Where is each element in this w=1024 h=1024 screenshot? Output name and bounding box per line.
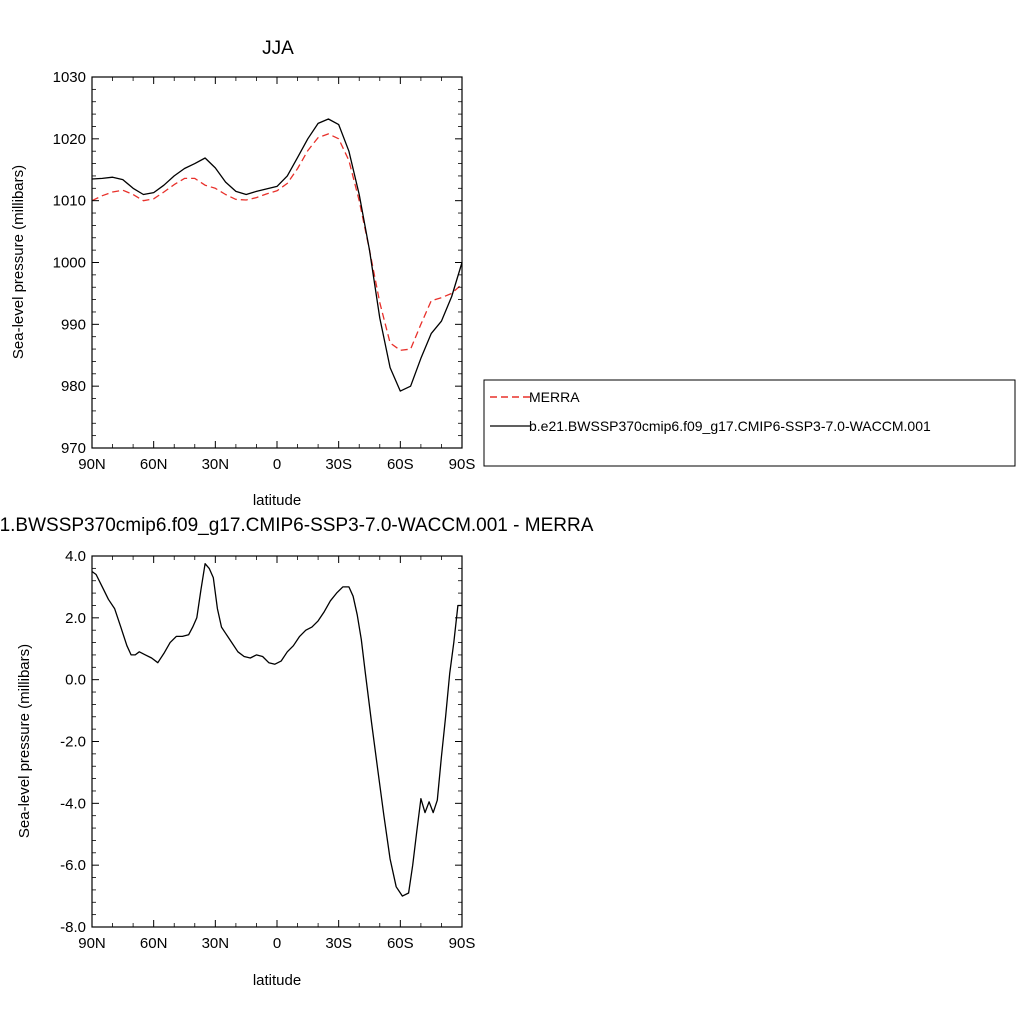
top-y-tick-label: 1000 <box>53 255 86 272</box>
bottom-chart-title: b.e21.BWSSP370cmip6.f09_g17.CMIP6-SSP3-7… <box>0 515 594 536</box>
bottom-axis-ticks: 90N 60N 30N 0 30S 60S 90S -8.0 -6.0 -4.0 -2.0 0.0 2.… <box>60 548 475 952</box>
top-y-tick-label: 980 <box>61 378 86 395</box>
bottom-y-tick-label: 4.0 <box>65 548 86 565</box>
bottom-x-tick-label: 60N <box>140 935 168 952</box>
bottom-series-line-1 <box>91 563 462 897</box>
top-panel: JJA 90N 60N 30N 0 30S 60S 90S 970 980 990 1000 1010… <box>10 38 475 509</box>
legend: MERRA b.e21.BWSSP370cmip6.f09_g17.CMIP6-… <box>483 379 1016 467</box>
top-x-tick-label: 30N <box>202 456 230 473</box>
top-series-group <box>91 118 463 392</box>
top-x-tick-label: 60S <box>387 456 414 473</box>
bottom-y-tick-label: -8.0 <box>60 919 86 936</box>
bottom-panel: b.e21.BWSSP370cmip6.f09_g17.CMIP6-SSP3-7… <box>0 515 594 989</box>
bottom-plot-frame <box>91 555 463 928</box>
top-x-axis-label: latitude <box>253 492 301 509</box>
top-x-tick-label: 0 <box>273 456 281 473</box>
top-y-tick-label: 1020 <box>53 131 86 148</box>
top-x-tick-label: 60N <box>140 456 168 473</box>
bottom-y-axis-label: Sea-level pressure (millibars) <box>16 644 33 838</box>
top-series-line-1 <box>91 133 463 351</box>
top-y-tick-label: 970 <box>61 440 86 457</box>
bottom-x-tick-label: 90S <box>449 935 476 952</box>
top-axis-ticks: 90N 60N 30N 0 30S 60S 90S 970 980 990 1000 1010 1020… <box>53 69 476 473</box>
top-x-tick-label: 30S <box>325 456 352 473</box>
top-y-tick-label: 1030 <box>53 69 86 86</box>
top-y-axis-label: Sea-level pressure (millibars) <box>10 165 27 359</box>
top-y-tick-label: 990 <box>61 316 86 333</box>
bottom-x-axis-label: latitude <box>253 972 301 989</box>
bottom-x-tick-label: 30N <box>202 935 230 952</box>
bottom-x-tick-label: 90N <box>78 935 106 952</box>
legend-label-merra: MERRA <box>529 389 580 405</box>
top-x-tick-label: 90N <box>78 456 106 473</box>
bottom-series-group <box>91 563 462 897</box>
bottom-x-tick-label: 0 <box>273 935 281 952</box>
bottom-y-tick-label: 0.0 <box>65 672 86 689</box>
bottom-y-tick-label: -4.0 <box>60 795 86 812</box>
top-x-tick-label: 90S <box>449 456 476 473</box>
legend-box <box>483 379 1016 467</box>
bottom-x-tick-label: 60S <box>387 935 414 952</box>
legend-label-model: b.e21.BWSSP370cmip6.f09_g17.CMIP6-SSP3-7… <box>529 418 931 434</box>
top-plot-frame <box>91 76 463 449</box>
top-chart-title: JJA <box>262 38 294 59</box>
bottom-y-tick-label: -6.0 <box>60 857 86 874</box>
bottom-x-tick-label: 30S <box>325 935 352 952</box>
top-series-line-2 <box>91 118 463 392</box>
bottom-y-tick-label: -2.0 <box>60 734 86 751</box>
top-y-tick-label: 1010 <box>53 193 86 210</box>
bottom-y-tick-label: 2.0 <box>65 610 86 627</box>
